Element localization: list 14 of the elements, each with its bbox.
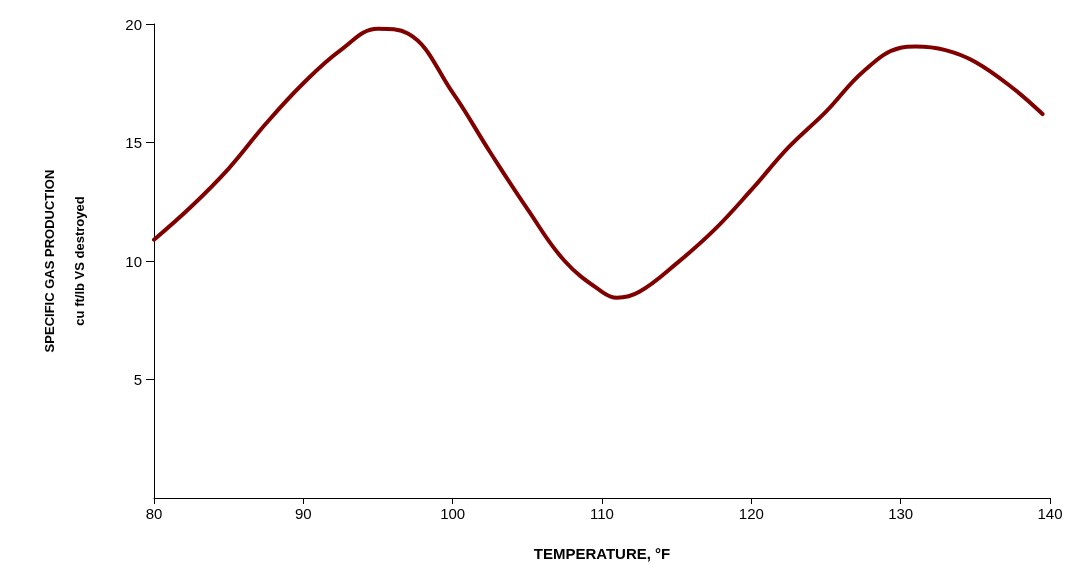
x-tick-label: 140 (1037, 505, 1063, 522)
x-tick-label: 100 (440, 505, 466, 522)
x-tick-label: 80 (145, 505, 163, 522)
x-tick-label: 130 (888, 505, 914, 522)
y-tick-label: 5 (133, 371, 142, 388)
y-tick-label: 10 (125, 252, 142, 270)
x-tick-label: 90 (294, 505, 312, 522)
y-axis-title: SPECIFIC GAS PRODUCTION cu ft/lb VS destroyed (41, 169, 87, 353)
x-axis-title: TEMPERATURE, °F (533, 545, 671, 562)
x-tick-label: 120 (738, 505, 764, 522)
y-tick-label: 15 (125, 134, 142, 151)
x-tick-label: 110 (590, 505, 614, 522)
line-series (152, 26, 1045, 300)
y-tick-label: 20 (125, 15, 142, 33)
